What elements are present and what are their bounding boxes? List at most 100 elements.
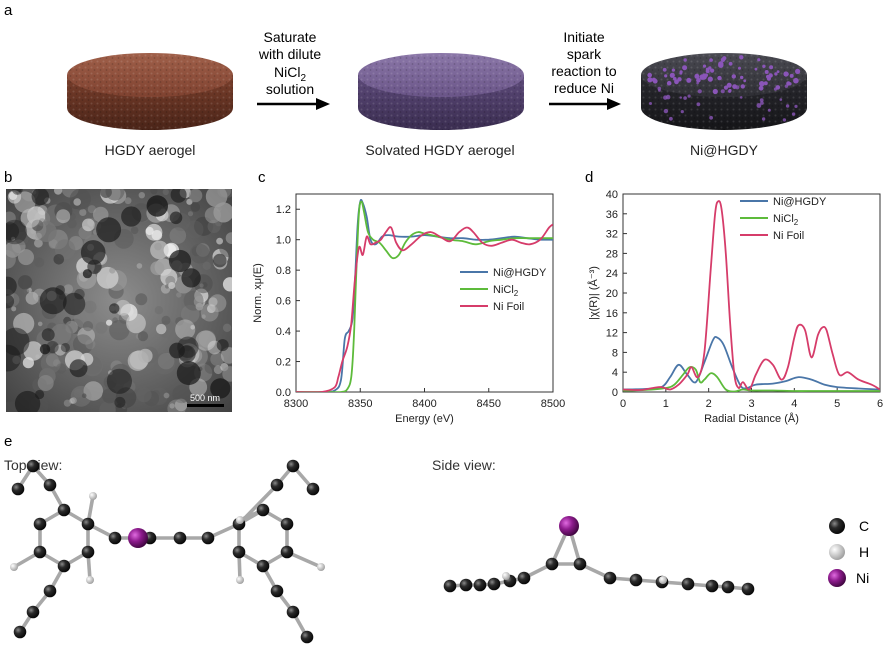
sem-texture	[83, 381, 104, 401]
y-tick-label: 4	[612, 367, 618, 379]
x-axis-label: Radial Distance (Å)	[704, 412, 799, 425]
atom-c	[741, 582, 755, 596]
series-line-nicl2	[623, 366, 880, 392]
sem-texture	[85, 339, 96, 350]
sem-texture	[194, 216, 214, 236]
ni-particle	[735, 85, 740, 90]
x-tick-label: 6	[877, 398, 883, 410]
sem-texture	[96, 266, 119, 289]
panel-label-b: b	[4, 169, 12, 186]
sem-texture	[39, 287, 67, 315]
ni-particle	[785, 72, 789, 76]
y-tick-label: 40	[606, 189, 618, 201]
ni-particle	[712, 88, 718, 95]
sem-texture	[50, 323, 72, 345]
y-axis-label: Norm. xμ(E)	[252, 263, 264, 323]
atom-h	[659, 576, 667, 584]
ni-particle	[762, 64, 766, 69]
atom-h	[10, 563, 18, 571]
ni-particle	[669, 116, 673, 121]
sem-texture	[63, 316, 72, 325]
y-tick-label: 8	[612, 347, 618, 359]
ni-particle	[696, 102, 701, 107]
panel-label-d: d	[585, 169, 593, 186]
atom-c	[43, 584, 57, 598]
x-tick-label: 5	[834, 398, 840, 410]
sem-texture	[73, 388, 83, 398]
sem-texture	[82, 321, 94, 332]
ni-particle	[774, 72, 778, 76]
ni-particle	[663, 108, 669, 114]
atom-c	[232, 545, 246, 559]
sem-texture	[167, 399, 186, 412]
ni-particle	[739, 55, 744, 60]
sem-texture	[217, 189, 232, 198]
sem-texture	[35, 232, 42, 240]
y-axis-label: |χ(R)| (Å⁻³)	[587, 266, 600, 320]
atom-c	[459, 578, 473, 592]
ni-particle	[682, 65, 688, 71]
sem-texture	[56, 209, 71, 224]
sem-texture	[77, 327, 95, 345]
atom-c	[81, 517, 95, 531]
sem-texture	[190, 325, 195, 330]
atom-c	[270, 584, 284, 598]
process-arrow-1: Saturate with dilute NiCl2 solution	[257, 29, 330, 110]
ni-particle	[683, 58, 687, 62]
ni-particle	[773, 87, 778, 91]
sem-texture	[63, 284, 74, 294]
atom-c	[473, 578, 487, 592]
sem-texture	[23, 288, 30, 295]
sem-texture	[14, 191, 36, 213]
sem-texture	[40, 353, 61, 374]
atom-ni	[128, 528, 148, 548]
sem-texture	[112, 317, 118, 323]
sem-texture	[38, 218, 47, 227]
atom-c	[11, 482, 25, 496]
x-tick-label: 8450	[477, 398, 501, 410]
sem-texture	[82, 218, 95, 232]
atom-c	[306, 482, 320, 496]
legend-label-h: H	[859, 544, 869, 560]
sem-texture	[162, 189, 169, 196]
legend-label: NiCl2	[493, 284, 519, 298]
ni-particle	[740, 84, 745, 89]
atom-c	[26, 459, 40, 473]
sem-texture	[176, 361, 201, 386]
sem-texture	[109, 303, 120, 314]
ni-particle	[664, 74, 668, 78]
ni-particle	[705, 69, 710, 74]
ni-particle	[784, 84, 789, 88]
atom-c	[43, 478, 57, 492]
sem-texture	[6, 241, 21, 258]
sem-texture	[124, 197, 132, 205]
legend-item-ni: Ni	[828, 569, 869, 587]
ni-particle	[701, 74, 707, 80]
ni-particle	[763, 81, 768, 86]
solvated-aerogel-disk	[358, 53, 524, 130]
y-tick-label: 0.8	[276, 265, 291, 277]
atom-legend: C H Ni	[828, 518, 869, 587]
sem-texture	[6, 276, 17, 296]
sem-texture	[17, 275, 33, 290]
ni-particle	[696, 77, 701, 83]
sem-texture	[34, 238, 43, 248]
sem-texture	[175, 319, 196, 340]
ni-particles	[647, 55, 801, 122]
sem-texture	[31, 189, 49, 206]
sem-texture	[70, 385, 92, 407]
y-tick-label: 0	[612, 387, 618, 399]
scale-bar: 500 nm	[187, 393, 224, 407]
process-arrow-2: Initiate spark reaction to reduce Ni	[549, 29, 621, 110]
ni-particle	[726, 82, 732, 88]
atom-c	[173, 531, 187, 545]
ni-particle	[761, 117, 766, 121]
atom-c	[57, 503, 71, 517]
ni-particle	[710, 68, 715, 73]
arrow1-line1: Saturate	[264, 29, 317, 45]
sem-texture	[160, 268, 178, 286]
plot-frame	[622, 193, 881, 393]
sem-texture	[187, 211, 194, 217]
ni-particle	[717, 75, 722, 81]
legend-label-c: C	[859, 518, 869, 534]
